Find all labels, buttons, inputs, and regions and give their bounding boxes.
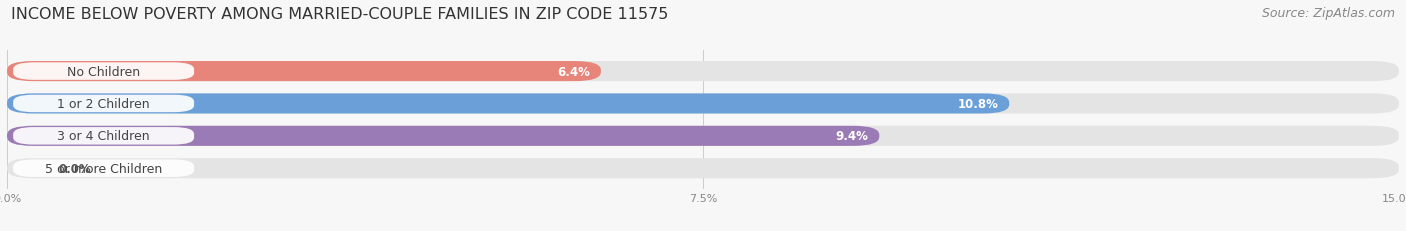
FancyBboxPatch shape [7, 62, 1399, 82]
Text: 5 or more Children: 5 or more Children [45, 162, 162, 175]
FancyBboxPatch shape [13, 160, 194, 177]
Text: 0.0%: 0.0% [58, 162, 91, 175]
Text: 6.4%: 6.4% [557, 65, 589, 78]
FancyBboxPatch shape [7, 94, 1010, 114]
Text: 10.8%: 10.8% [957, 97, 998, 110]
FancyBboxPatch shape [13, 63, 194, 80]
Text: 9.4%: 9.4% [835, 130, 868, 143]
FancyBboxPatch shape [7, 158, 1399, 179]
Text: 1 or 2 Children: 1 or 2 Children [58, 97, 150, 110]
FancyBboxPatch shape [7, 94, 1399, 114]
Text: No Children: No Children [67, 65, 141, 78]
FancyBboxPatch shape [13, 128, 194, 145]
FancyBboxPatch shape [7, 62, 600, 82]
FancyBboxPatch shape [7, 126, 879, 146]
FancyBboxPatch shape [7, 126, 1399, 146]
Text: 3 or 4 Children: 3 or 4 Children [58, 130, 150, 143]
Text: Source: ZipAtlas.com: Source: ZipAtlas.com [1261, 7, 1395, 20]
Text: INCOME BELOW POVERTY AMONG MARRIED-COUPLE FAMILIES IN ZIP CODE 11575: INCOME BELOW POVERTY AMONG MARRIED-COUPL… [11, 7, 669, 22]
FancyBboxPatch shape [13, 95, 194, 113]
